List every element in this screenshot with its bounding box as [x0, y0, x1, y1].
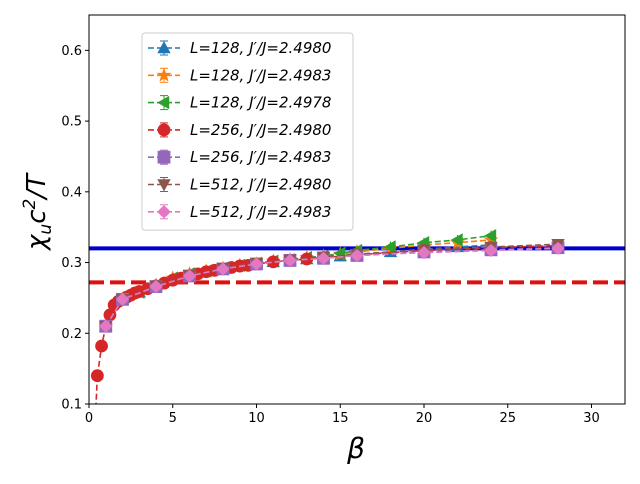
legend-entry: L=256, J′/J=2.4980 — [148, 121, 331, 139]
data-point — [316, 251, 331, 265]
x-tick-label: 5 — [169, 411, 177, 426]
legend-entry: L=128, J′/J=2.4978 — [148, 94, 331, 112]
data-point — [383, 240, 396, 254]
legend-label: L=128, J′/J=2.4980 — [190, 39, 331, 57]
legend-entry: L=128, J′/J=2.4980 — [148, 39, 331, 57]
data-point — [484, 243, 498, 258]
legend-label: L=512, J′/J=2.4983 — [190, 203, 331, 221]
legend-marker — [157, 41, 171, 54]
y-tick-label: 0.6 — [61, 44, 82, 59]
legend-label: L=256, J′/J=2.4980 — [190, 121, 331, 139]
data-point — [99, 319, 113, 333]
data-point — [216, 262, 230, 276]
series-line — [96, 244, 559, 376]
legend-entry: L=128, J′/J=2.4983 — [148, 66, 331, 84]
legend-marker — [157, 123, 171, 137]
x-tick-label: 25 — [499, 411, 516, 426]
legend-marker — [157, 179, 171, 192]
y-axis-label: χuc2/T — [20, 172, 56, 252]
data-point — [283, 253, 297, 267]
legend-entry: L=512, J′/J=2.4983 — [148, 203, 331, 221]
data-point — [249, 257, 264, 271]
legend-marker — [157, 205, 171, 219]
legend-label: L=128, J′/J=2.4983 — [190, 66, 331, 84]
series-tail — [95, 375, 99, 404]
y-tick-label: 0.1 — [61, 398, 82, 413]
x-tick-label: 20 — [416, 411, 433, 426]
x-tick-label: 30 — [583, 411, 600, 426]
y-tick-label: 0.2 — [61, 327, 82, 342]
data-point — [484, 228, 497, 243]
data-point — [182, 269, 197, 283]
legend-marker — [157, 95, 170, 110]
data-point — [149, 280, 163, 294]
y-tick-label: 0.3 — [61, 256, 82, 271]
data-point — [95, 339, 108, 353]
series-line — [105, 239, 492, 327]
y-tick-label: 0.5 — [61, 115, 82, 130]
data-point — [350, 248, 364, 263]
svg-text:χuc2/T: χuc2/T — [20, 172, 56, 252]
data-point — [115, 292, 130, 306]
legend-marker — [156, 67, 172, 82]
legend-label: L=128, J′/J=2.4978 — [190, 94, 331, 112]
series-line — [105, 247, 559, 327]
series-7 — [99, 241, 565, 333]
y-tick-label: 0.4 — [61, 185, 82, 200]
legend-label: L=512, J′/J=2.4980 — [190, 176, 331, 194]
series-line — [105, 246, 559, 327]
legend-entry: L=512, J′/J=2.4980 — [148, 176, 331, 194]
legend-entry: L=256, J′/J=2.4983 — [148, 148, 331, 166]
data-point — [551, 241, 565, 255]
x-tick-label: 15 — [332, 411, 349, 426]
data-point — [417, 246, 431, 260]
plot-frame — [88, 14, 626, 405]
x-tick-label: 0 — [85, 411, 93, 426]
x-tick-label: 10 — [248, 411, 265, 426]
legend-marker — [157, 150, 171, 164]
x-axis-label: β — [346, 432, 365, 465]
data-point — [450, 233, 463, 247]
legend-box — [141, 32, 354, 231]
legend-label: L=256, J′/J=2.4983 — [190, 148, 331, 166]
